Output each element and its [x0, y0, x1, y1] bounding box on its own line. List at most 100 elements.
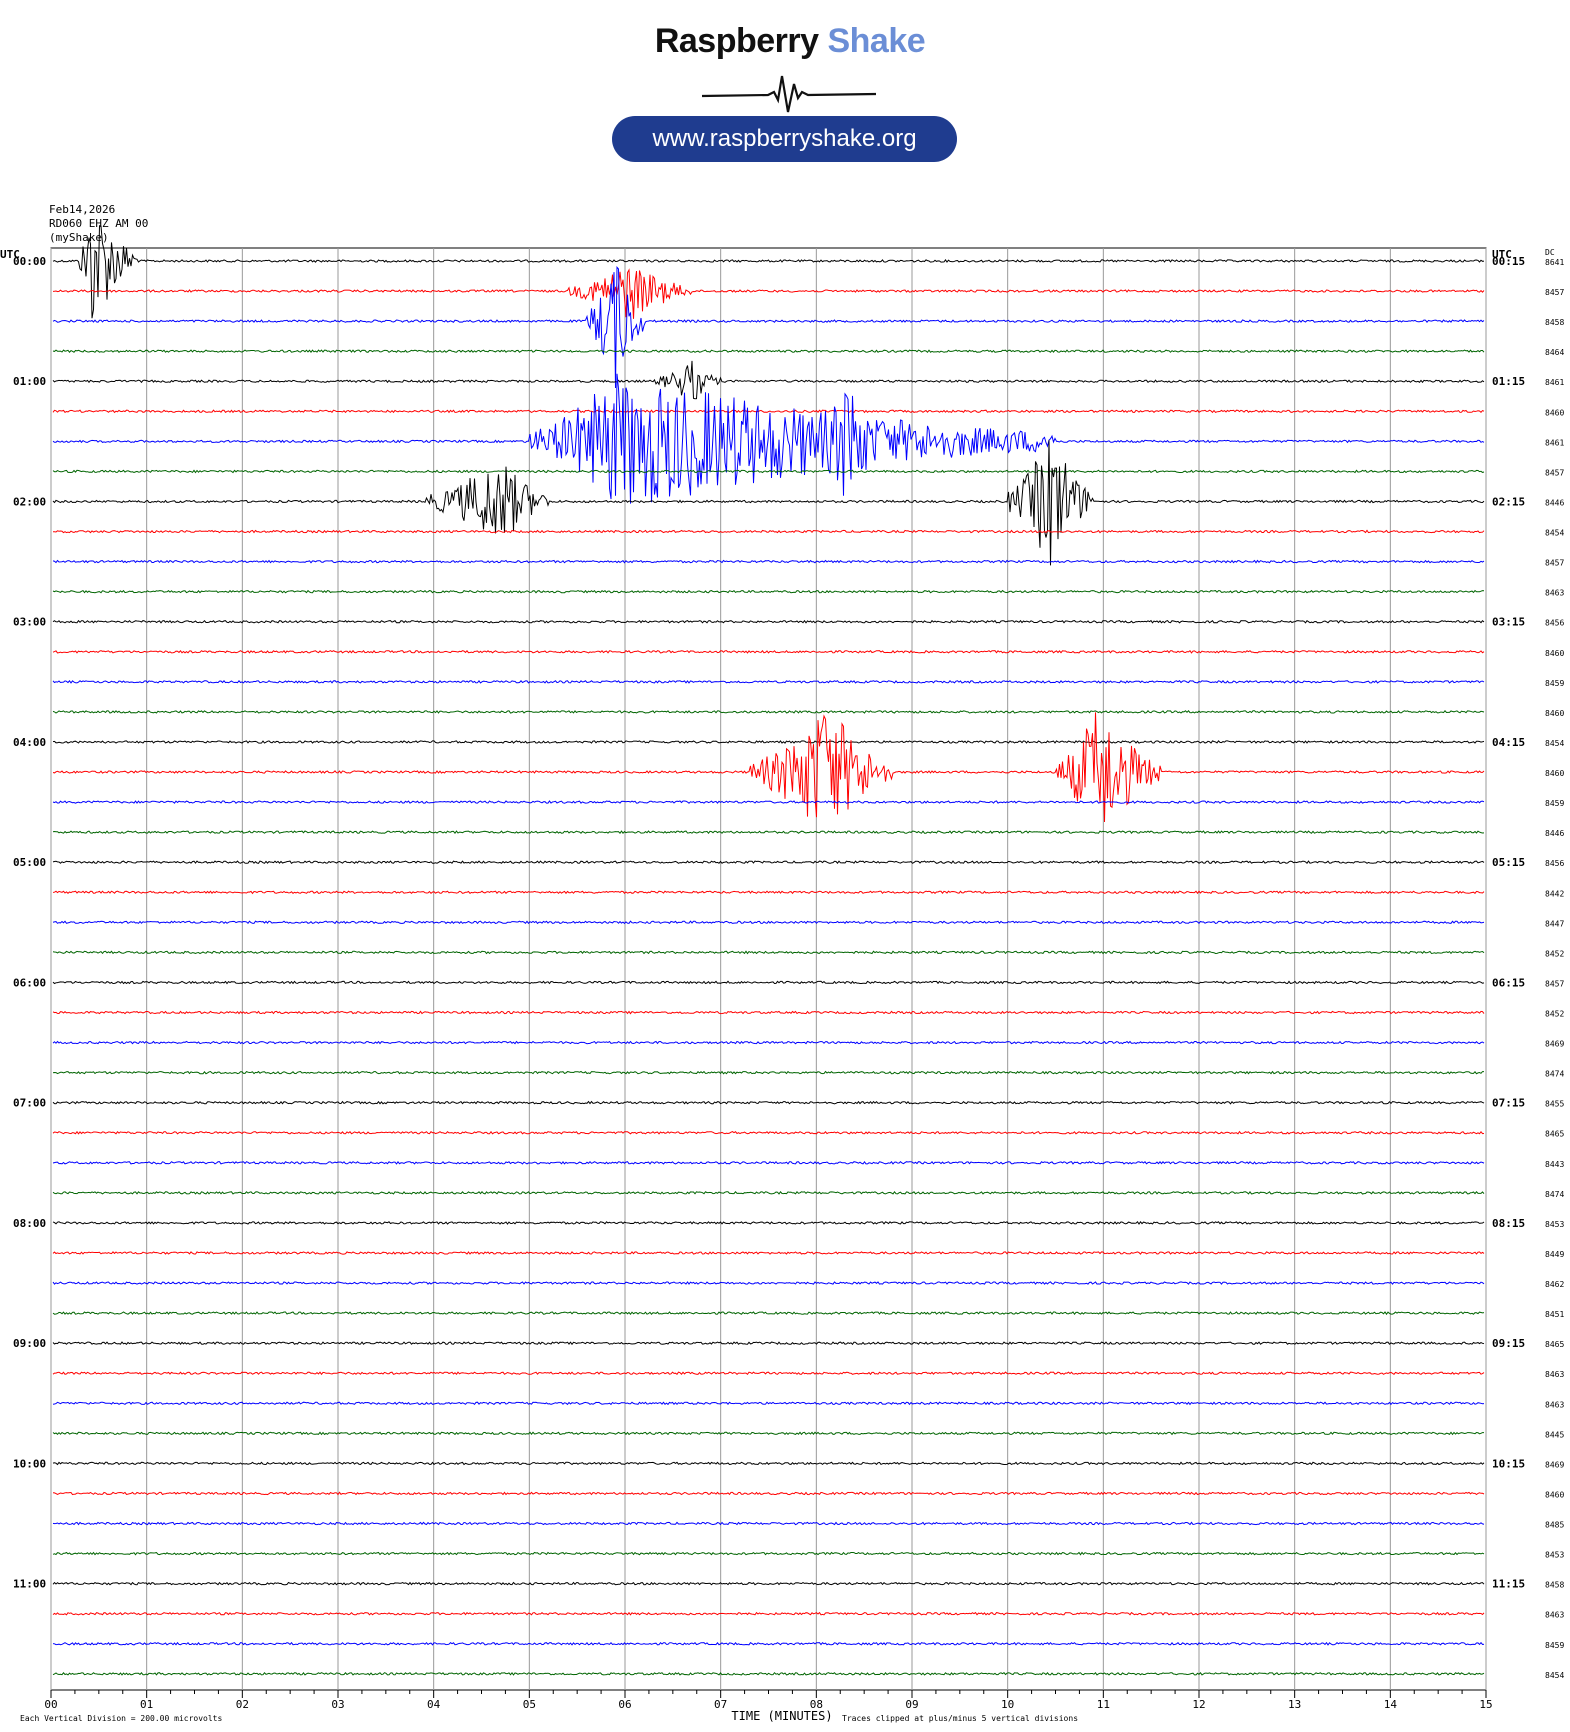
left-time-label-00:00: 00:00	[13, 255, 46, 268]
dc-value: 8469	[1545, 1040, 1564, 1049]
dc-value: 8465	[1545, 1130, 1564, 1139]
dc-header-label: DC	[1545, 248, 1555, 257]
dc-value: 8460	[1545, 709, 1564, 718]
x-tick-label-07: 07	[714, 1698, 727, 1711]
trace-row-25	[52, 1010, 1485, 1015]
dc-value: 8446	[1545, 829, 1564, 838]
brand-name-part1: Raspberry	[654, 22, 819, 60]
header-station: RD060 EHZ AM 00	[49, 217, 149, 230]
x-tick-label-10: 10	[1001, 1698, 1014, 1711]
trace-row-46	[52, 1641, 1485, 1646]
trace-row-37	[52, 1371, 1485, 1376]
dc-value: 8452	[1545, 1010, 1564, 1019]
right-time-label-09:15: 09:15	[1492, 1337, 1525, 1350]
dc-value: 8454	[1545, 1671, 1564, 1680]
trace-row-8	[52, 440, 1485, 566]
trace-row-33	[52, 1251, 1485, 1255]
x-axis-tick-labels: 00 01 02 03 04 05 06 07 08 09 10 11 12 13 14 15	[44, 1698, 1492, 1711]
trace-row-12	[52, 619, 1485, 624]
dc-value: 8445	[1545, 1430, 1564, 1439]
trace-row-15	[52, 710, 1485, 714]
left-time-label-03:00: 03:00	[13, 616, 46, 629]
dc-values: 8641 8457 8458 8464 8461 8460 8461 8457 8446 8454…	[1545, 258, 1564, 1680]
dc-value: 8464	[1545, 348, 1564, 357]
trace-row-2	[52, 266, 1485, 389]
trace-row-36	[52, 1341, 1485, 1346]
trace-row-18	[52, 800, 1485, 804]
right-time-label-04:15: 04:15	[1492, 736, 1525, 749]
dc-value: 8458	[1545, 318, 1564, 327]
right-time-label-05:15: 05:15	[1492, 856, 1525, 869]
x-tick-label-06: 06	[618, 1698, 631, 1711]
left-time-label-11:00: 11:00	[13, 1578, 46, 1591]
right-time-label-03:15: 03:15	[1492, 616, 1525, 629]
dc-value: 8463	[1545, 1400, 1564, 1409]
dc-value: 8449	[1545, 1250, 1564, 1259]
dc-value: 8463	[1545, 1370, 1564, 1379]
dc-value: 8474	[1545, 1190, 1564, 1199]
left-time-label-07:00: 07:00	[13, 1097, 46, 1110]
trace-row-26	[52, 1040, 1485, 1045]
seismic-wave-icon	[701, 75, 877, 113]
brand-name-part2: Shake	[827, 22, 926, 60]
left-time-label-08:00: 08:00	[13, 1217, 46, 1230]
trace-row-5	[52, 409, 1485, 414]
dc-value: 8451	[1545, 1310, 1564, 1319]
trace-row-16	[52, 740, 1485, 744]
x-tick-label-15: 15	[1479, 1698, 1492, 1711]
dc-value: 8457	[1545, 979, 1564, 988]
right-axis-label: UTC	[1492, 248, 1512, 261]
scale-note: Each Vertical Division = 200.00 microvol…	[20, 1714, 222, 1723]
x-tick-label-11: 11	[1097, 1698, 1110, 1711]
right-time-label-00:15: 00:15	[1492, 255, 1525, 268]
dc-value: 8453	[1545, 1220, 1564, 1229]
trace-row-10	[52, 559, 1485, 564]
dc-value: 8457	[1545, 468, 1564, 477]
left-time-labels: 00:00 01:00 02:00 03:00 04:00 05:00 06:00 07:00…	[13, 255, 46, 1591]
trace-row-7	[52, 469, 1485, 474]
website-link-badge[interactable]: www.raspberryshake.org	[612, 116, 957, 162]
trace-row-41	[52, 1491, 1485, 1496]
right-time-label-11:15: 11:15	[1492, 1578, 1525, 1591]
trace-row-40	[52, 1461, 1485, 1466]
grid-lines	[50, 248, 1487, 1690]
trace-row-3	[52, 349, 1485, 354]
header-source: (myShake)	[49, 231, 109, 244]
left-time-label-10:00: 10:00	[13, 1457, 46, 1470]
dc-value: 8456	[1545, 619, 1564, 628]
trace-row-47	[52, 1671, 1485, 1676]
dc-value: 8461	[1545, 438, 1564, 447]
dc-value: 8457	[1545, 288, 1564, 297]
dc-value: 8443	[1545, 1160, 1564, 1169]
dc-value: 8460	[1545, 408, 1564, 417]
left-time-label-06:00: 06:00	[13, 976, 46, 989]
left-time-label-05:00: 05:00	[13, 856, 46, 869]
dc-value: 8460	[1545, 1490, 1564, 1499]
x-tick-label-03: 03	[331, 1698, 344, 1711]
trace-row-1	[52, 268, 1485, 319]
dc-value: 8457	[1545, 559, 1564, 568]
dc-value: 8459	[1545, 679, 1564, 688]
trace-row-21	[52, 890, 1485, 895]
right-time-labels: 00:15 01:15 02:15 03:15 04:15 05:15 06:15 07:15…	[1492, 255, 1525, 1591]
dc-value: 8456	[1545, 859, 1564, 868]
dc-value: 8459	[1545, 1641, 1564, 1650]
trace-row-43	[52, 1551, 1485, 1556]
left-time-label-04:00: 04:00	[13, 736, 46, 749]
dc-value: 8455	[1545, 1100, 1564, 1109]
trace-row-17	[52, 712, 1485, 823]
x-tick-label-12: 12	[1192, 1698, 1205, 1711]
dc-value: 8463	[1545, 589, 1564, 598]
x-tick-label-14: 14	[1384, 1698, 1398, 1711]
x-tick-label-02: 02	[236, 1698, 249, 1711]
dc-value: 8454	[1545, 529, 1564, 538]
trace-row-29	[52, 1130, 1485, 1135]
trace-row-45	[52, 1611, 1485, 1616]
dc-value: 8453	[1545, 1551, 1564, 1560]
x-tick-label-05: 05	[523, 1698, 536, 1711]
right-time-label-10:15: 10:15	[1492, 1457, 1525, 1470]
dc-value: 8460	[1545, 769, 1564, 778]
trace-row-31	[52, 1190, 1485, 1195]
left-time-label-09:00: 09:00	[13, 1337, 46, 1350]
